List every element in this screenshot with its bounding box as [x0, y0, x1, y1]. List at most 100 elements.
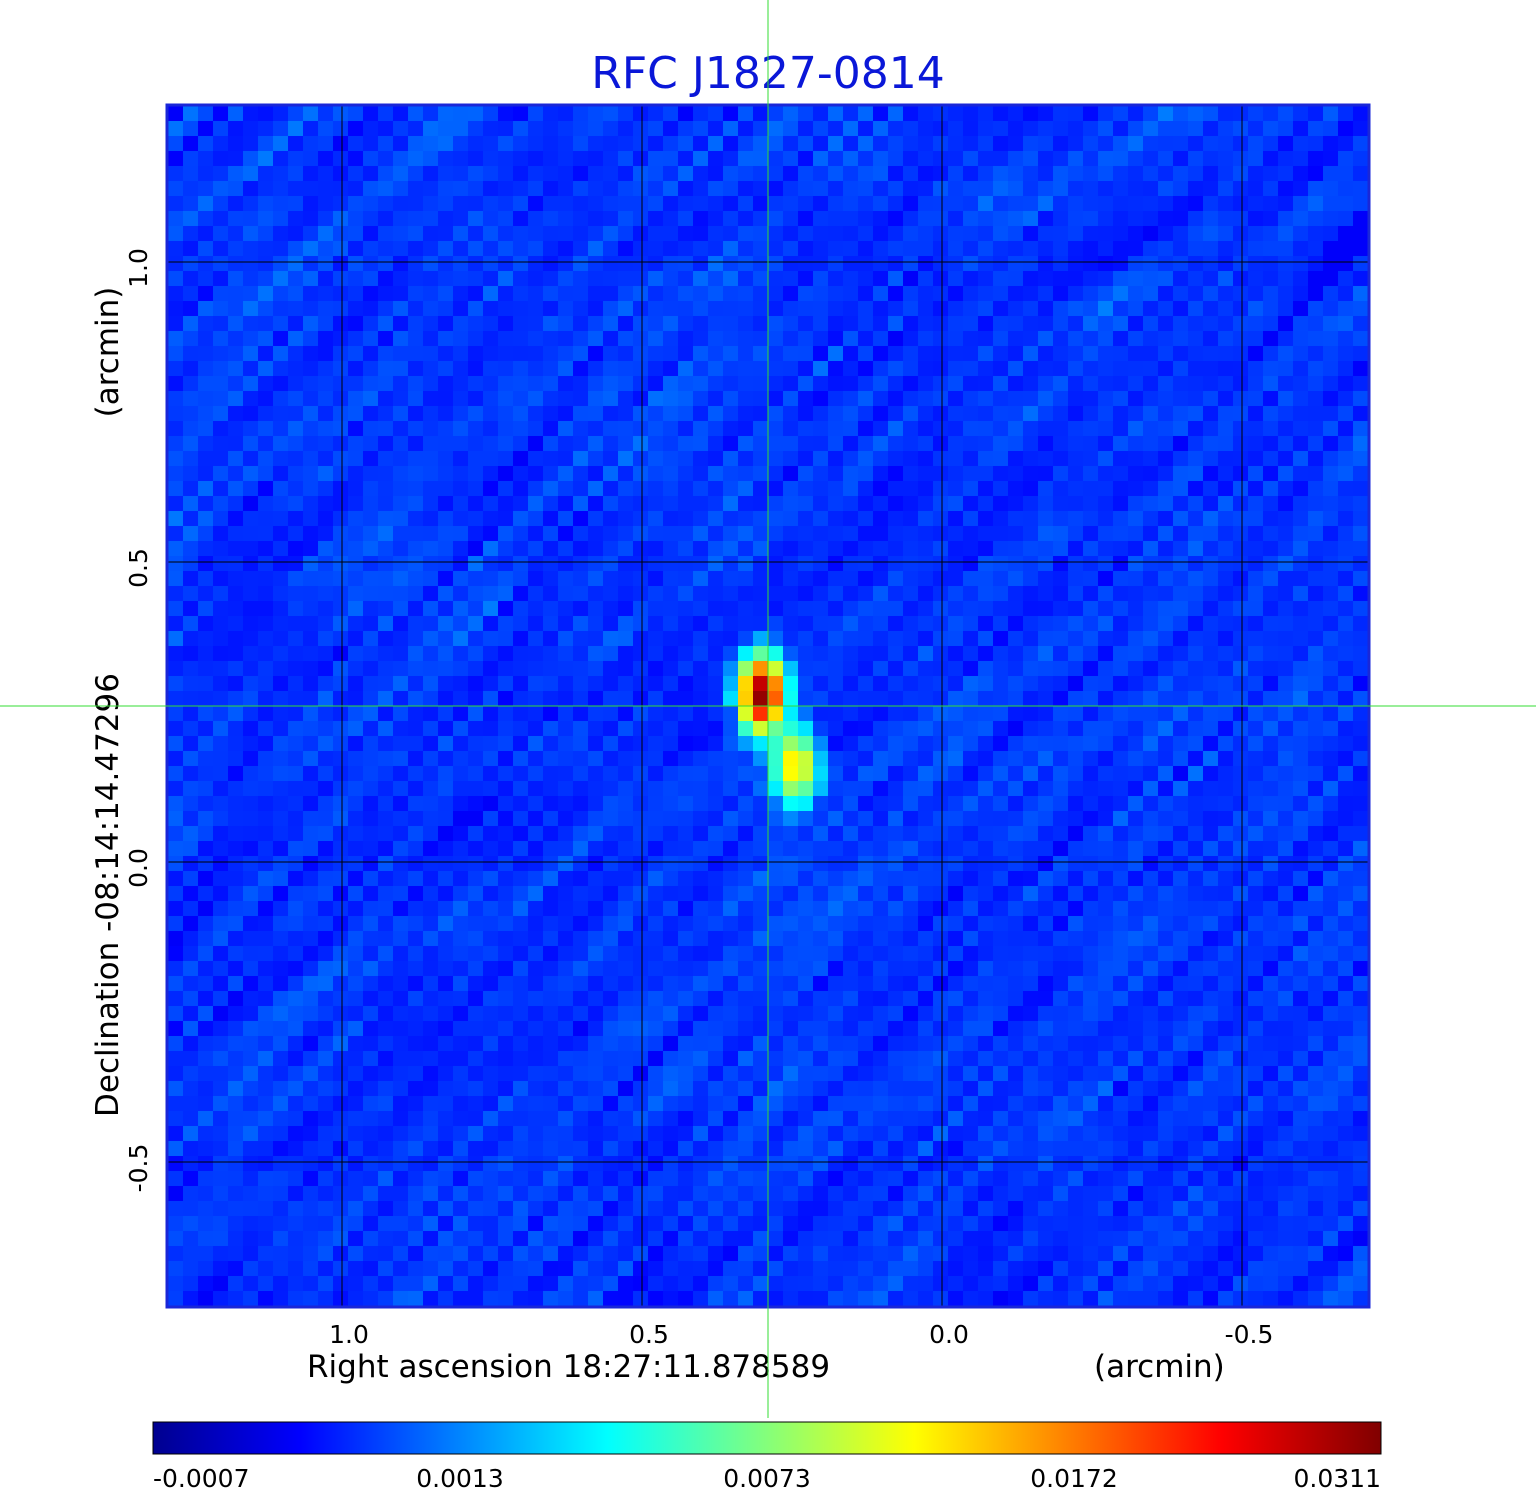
map-pixel	[528, 391, 544, 407]
map-pixel	[168, 886, 184, 902]
map-pixel	[783, 496, 799, 512]
map-pixel	[273, 586, 289, 602]
map-pixel	[1053, 106, 1069, 122]
map-pixel	[618, 526, 634, 542]
map-pixel	[738, 151, 754, 167]
map-pixel	[813, 781, 829, 797]
map-pixel	[273, 946, 289, 962]
map-pixel	[168, 856, 184, 872]
map-pixel	[1053, 406, 1069, 422]
map-pixel	[633, 826, 649, 842]
map-pixel	[303, 916, 319, 932]
map-pixel	[993, 676, 1009, 692]
map-pixel	[453, 376, 469, 392]
map-pixel	[1158, 916, 1174, 932]
map-pixel	[483, 121, 499, 137]
map-pixel	[1128, 766, 1144, 782]
map-pixel	[1338, 256, 1354, 272]
map-pixel	[513, 436, 529, 452]
map-pixel	[918, 976, 934, 992]
map-pixel	[1038, 361, 1054, 377]
map-pixel	[693, 781, 709, 797]
map-pixel	[438, 166, 454, 182]
map-pixel	[423, 871, 439, 887]
map-pixel	[1203, 301, 1219, 317]
map-pixel	[513, 106, 529, 122]
map-pixel	[813, 1021, 829, 1037]
map-pixel	[243, 826, 259, 842]
map-pixel	[1218, 961, 1234, 977]
map-pixel	[483, 721, 499, 737]
map-pixel	[483, 451, 499, 467]
map-pixel	[1263, 691, 1279, 707]
map-pixel	[543, 691, 559, 707]
map-pixel	[198, 556, 214, 572]
map-pixel	[1083, 391, 1099, 407]
map-pixel	[528, 766, 544, 782]
map-pixel	[423, 436, 439, 452]
map-pixel	[1293, 511, 1309, 527]
map-pixel	[1038, 811, 1054, 827]
map-pixel	[543, 106, 559, 122]
map-pixel	[1248, 616, 1264, 632]
map-pixel	[423, 721, 439, 737]
map-pixel	[348, 406, 364, 422]
map-pixel	[768, 901, 784, 917]
map-pixel	[1098, 991, 1114, 1007]
map-pixel	[1008, 346, 1024, 362]
map-pixel	[1038, 736, 1054, 752]
map-pixel	[543, 601, 559, 617]
map-pixel	[783, 646, 799, 662]
map-pixel	[813, 811, 829, 827]
map-pixel	[933, 646, 949, 662]
map-pixel	[363, 766, 379, 782]
map-pixel	[708, 346, 724, 362]
map-pixel	[933, 856, 949, 872]
map-pixel	[1293, 721, 1309, 737]
map-pixel	[1083, 106, 1099, 122]
map-pixel	[513, 706, 529, 722]
map-pixel	[663, 946, 679, 962]
map-pixel	[213, 241, 229, 257]
map-pixel	[1188, 451, 1204, 467]
map-pixel	[198, 781, 214, 797]
map-pixel	[798, 301, 814, 317]
map-pixel	[813, 856, 829, 872]
map-pixel	[243, 556, 259, 572]
map-pixel	[948, 676, 964, 692]
map-pixel	[618, 946, 634, 962]
map-pixel	[543, 496, 559, 512]
map-pixel	[558, 736, 574, 752]
map-pixel	[873, 511, 889, 527]
map-pixel	[768, 706, 784, 722]
map-pixel	[618, 901, 634, 917]
map-pixel	[933, 256, 949, 272]
map-pixel	[1203, 856, 1219, 872]
map-pixel	[978, 856, 994, 872]
map-pixel	[303, 901, 319, 917]
map-pixel	[1233, 181, 1249, 197]
map-pixel	[1353, 856, 1368, 872]
map-pixel	[798, 946, 814, 962]
map-pixel	[303, 946, 319, 962]
map-pixel	[1263, 586, 1279, 602]
map-pixel	[513, 766, 529, 782]
map-pixel	[423, 811, 439, 827]
map-pixel	[948, 346, 964, 362]
map-pixel	[198, 481, 214, 497]
map-pixel	[1113, 931, 1129, 947]
map-pixel	[573, 346, 589, 362]
map-pixel	[648, 496, 664, 512]
map-pixel	[528, 301, 544, 317]
map-pixel	[873, 211, 889, 227]
map-pixel	[738, 841, 754, 857]
map-pixel	[348, 526, 364, 542]
map-pixel	[1128, 976, 1144, 992]
map-pixel	[243, 451, 259, 467]
map-pixel	[843, 256, 859, 272]
map-pixel	[333, 541, 349, 557]
map-pixel	[438, 841, 454, 857]
map-pixel	[1098, 301, 1114, 317]
map-pixel	[933, 766, 949, 782]
map-pixel	[693, 256, 709, 272]
